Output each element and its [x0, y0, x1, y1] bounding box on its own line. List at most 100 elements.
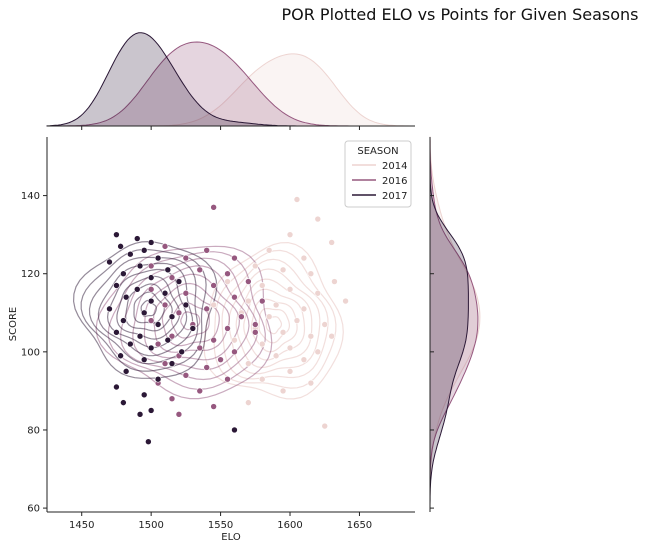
point-2014 [265, 246, 273, 254]
point-2016 [182, 254, 190, 262]
point-2017 [120, 317, 127, 324]
point-2017 [231, 426, 238, 434]
point-2014 [258, 340, 266, 348]
y-tick-label: 60 [27, 504, 40, 515]
point-2014 [286, 231, 294, 238]
legend-box [344, 140, 412, 208]
point-2017 [140, 356, 148, 363]
point-2017 [140, 391, 148, 399]
point-2017 [168, 360, 176, 367]
point-2017 [106, 258, 113, 266]
point-2017 [175, 278, 183, 285]
point-2016 [147, 286, 155, 293]
point-2016 [154, 340, 162, 348]
right-density-2016 [429, 136, 479, 512]
point-2016 [182, 371, 190, 379]
y-axis-label: SCORE [8, 307, 19, 341]
y-ticks: 60 80 100 120 140 [21, 191, 434, 515]
legend-label-2017: 2017 [382, 191, 407, 202]
contour-2016 [170, 301, 210, 339]
point-2017 [147, 344, 155, 352]
point-2017 [154, 321, 162, 328]
point-2014 [331, 278, 338, 285]
point-2017 [147, 239, 155, 246]
point-2016 [238, 313, 245, 320]
legend: SEASON 2014 2016 2017 [344, 140, 412, 208]
point-2016 [175, 309, 183, 317]
point-2014 [328, 239, 335, 246]
point-2014 [272, 301, 280, 309]
point-2016 [175, 411, 183, 418]
point-2014 [279, 266, 287, 274]
point-2016 [210, 336, 217, 344]
point-2014 [210, 301, 217, 309]
x-tick-label: 1650 [347, 520, 372, 531]
point-2017 [127, 250, 134, 258]
point-2016 [210, 403, 217, 410]
point-2017 [154, 254, 162, 262]
point-2016 [203, 364, 210, 371]
point-2017 [122, 368, 130, 375]
point-2017 [164, 336, 172, 344]
contour-2014 [221, 258, 329, 380]
point-2014 [224, 278, 231, 285]
x-ticks: 1450 1500 1550 1600 1650 [69, 126, 372, 531]
contour-2014 [250, 298, 298, 353]
point-2016 [147, 317, 155, 324]
point-2017 [136, 332, 144, 340]
point-2016 [210, 204, 217, 211]
point-2014 [245, 297, 252, 305]
point-2017 [189, 325, 197, 332]
point-2016 [182, 289, 190, 297]
point-2017 [117, 243, 124, 250]
point-2014 [279, 387, 287, 395]
contour-2014 [213, 249, 337, 389]
point-2017 [133, 286, 141, 293]
x-tick-label: 1600 [277, 520, 302, 531]
contour-2017 [88, 256, 199, 365]
x-tick-label: 1450 [69, 520, 94, 531]
kde-contours [72, 240, 344, 400]
point-2017 [122, 293, 130, 301]
point-2016 [231, 254, 238, 262]
contour-2017 [72, 240, 218, 379]
point-2014 [272, 352, 280, 360]
point-2014 [293, 196, 301, 203]
legend-label-2014: 2014 [382, 161, 407, 172]
point-2014 [286, 344, 294, 352]
point-2014 [265, 313, 273, 320]
point-2014 [293, 317, 301, 324]
point-2017 [113, 383, 120, 391]
x-axis-label: ELO [221, 532, 241, 543]
right-marginal-density [429, 136, 481, 512]
scatter-points [106, 196, 349, 445]
contour-2014 [258, 307, 290, 344]
y-tick-label: 140 [21, 191, 40, 202]
point-2016 [196, 387, 204, 395]
point-2016 [224, 375, 231, 383]
point-2014 [321, 422, 329, 430]
point-2014 [328, 332, 335, 340]
y-tick-label: 100 [21, 347, 40, 358]
y-tick-label: 80 [27, 425, 40, 436]
point-2014 [286, 286, 294, 293]
legend-title: SEASON [357, 146, 398, 157]
point-2017 [147, 407, 155, 414]
point-2014 [300, 356, 308, 363]
point-2017 [178, 348, 186, 356]
point-2014 [342, 297, 349, 305]
point-2014 [307, 332, 315, 340]
point-2017 [182, 301, 190, 309]
point-2016 [203, 246, 210, 254]
point-2016 [252, 329, 259, 336]
point-2016 [224, 270, 231, 278]
point-2017 [140, 246, 148, 254]
point-2016 [147, 262, 155, 270]
point-2014 [314, 289, 322, 297]
point-2014 [307, 270, 315, 278]
point-2014 [258, 375, 266, 383]
point-2016 [168, 274, 176, 281]
point-2016 [258, 297, 266, 305]
point-2017 [127, 340, 134, 348]
point-2017 [145, 438, 152, 445]
